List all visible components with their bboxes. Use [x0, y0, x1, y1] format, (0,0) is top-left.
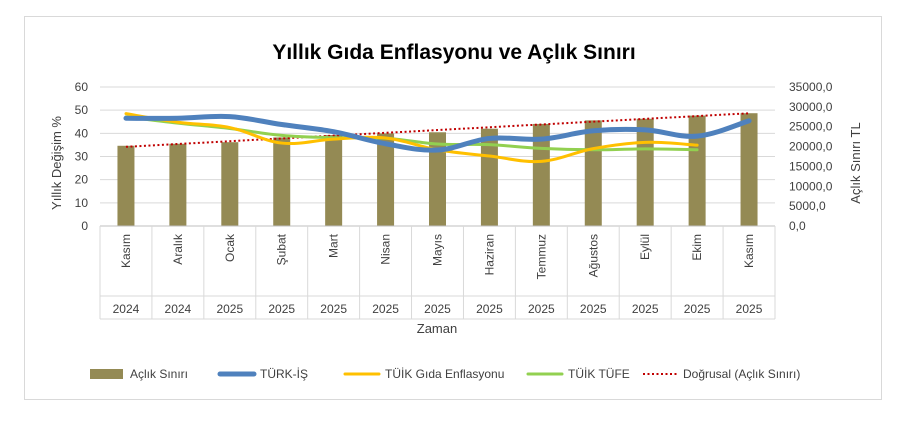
- y-tick-label: 0: [81, 219, 88, 233]
- x-year-label: 2024: [113, 302, 140, 316]
- x-tick-label: Nisan: [379, 234, 393, 265]
- x-year-label: 2025: [476, 302, 503, 316]
- y-axis-title: Yıllık Değişim %: [49, 116, 64, 210]
- bar-aclik-siniri: [584, 120, 602, 226]
- y2-axis-title: Açlık Sınırı TL: [848, 122, 863, 203]
- bar-aclik-siniri: [480, 128, 498, 226]
- bar-aclik-siniri: [325, 135, 343, 226]
- bar-aclik-siniri: [273, 137, 291, 226]
- x-year-label: 2024: [165, 302, 192, 316]
- x-year-label: 2025: [632, 302, 659, 316]
- x-tick-label: Mart: [327, 233, 341, 258]
- y-tick-label: 50: [75, 103, 89, 117]
- bar-aclik-siniri: [688, 115, 706, 226]
- bar-aclik-siniri: [169, 143, 187, 226]
- y-tick-label: 20: [75, 173, 89, 187]
- trend-line-aclik-siniri: [125, 112, 750, 148]
- x-year-label: 2025: [684, 302, 711, 316]
- x-axis-title: Zaman: [417, 321, 457, 336]
- x-tick-label: Temmuz: [534, 234, 548, 279]
- y2-tick-label: 15000,0: [789, 159, 833, 173]
- x-tick-label: Aralık: [171, 233, 185, 265]
- x-year-label: 2025: [528, 302, 555, 316]
- legend-label: TÜİK Gıda Enflasyonu: [385, 367, 504, 381]
- line-turk-is: [123, 113, 752, 153]
- x-tick-label: Haziran: [482, 234, 496, 275]
- legend-label: Açlık Sınırı: [130, 367, 188, 381]
- y2-tick-label: 0,0: [789, 219, 806, 233]
- x-tick-label: Kasım: [742, 234, 756, 268]
- bar-aclik-siniri: [636, 118, 654, 226]
- chart-frame: Yıllık Gıda Enflasyonu ve Açlık Sınırı 0…: [24, 16, 882, 400]
- y-tick-label: 30: [75, 150, 89, 164]
- y2-tick-label: 5000,0: [789, 199, 826, 213]
- bar-aclik-siniri: [377, 133, 395, 226]
- x-year-label: 2025: [372, 302, 399, 316]
- y2-tick-label: 10000,0: [789, 179, 833, 193]
- line-tuik-gida-enflasyonu: [124, 112, 699, 164]
- y2-tick-label: 25000,0: [789, 120, 833, 134]
- x-tick-label: Mayıs: [431, 234, 445, 266]
- bar-aclik-siniri: [740, 113, 758, 226]
- x-year-label: 2025: [320, 302, 347, 316]
- y-tick-label: 10: [75, 196, 89, 210]
- x-year-label: 2025: [424, 302, 451, 316]
- chart-svg: Yıllık Gıda Enflasyonu ve Açlık Sınırı 0…: [49, 41, 863, 381]
- legend-label: Doğrusal (Açlık Sınırı): [683, 367, 800, 381]
- x-tick-label: Ocak: [223, 233, 237, 262]
- x-year-label: 2025: [268, 302, 295, 316]
- legend-label: TÜİK TÜFE: [568, 367, 630, 381]
- bar-aclik-siniri: [429, 132, 446, 226]
- y-tick-label: 60: [75, 80, 89, 94]
- bar-aclik-siniri: [221, 142, 239, 226]
- legend-label: TÜRK-İŞ: [260, 367, 308, 381]
- bar-aclik-siniri: [117, 145, 135, 226]
- x-tick-label: Eylül: [638, 234, 652, 260]
- y2-tick-label: 35000,0: [789, 80, 833, 94]
- x-tick-label: Ekim: [690, 234, 704, 261]
- x-year-label: 2025: [736, 302, 763, 316]
- x-tick-label: Kasım: [119, 234, 133, 268]
- y2-tick-label: 20000,0: [789, 140, 833, 154]
- x-tick-label: Şubat: [275, 233, 289, 265]
- chart-title: Yıllık Gıda Enflasyonu ve Açlık Sınırı: [272, 41, 635, 64]
- legend-swatch-0: [90, 369, 123, 379]
- y-tick-label: 40: [75, 126, 89, 140]
- x-year-label: 2025: [580, 302, 607, 316]
- x-year-label: 2025: [216, 302, 243, 316]
- x-tick-label: Ağustos: [586, 234, 600, 277]
- y2-tick-label: 30000,0: [789, 100, 833, 114]
